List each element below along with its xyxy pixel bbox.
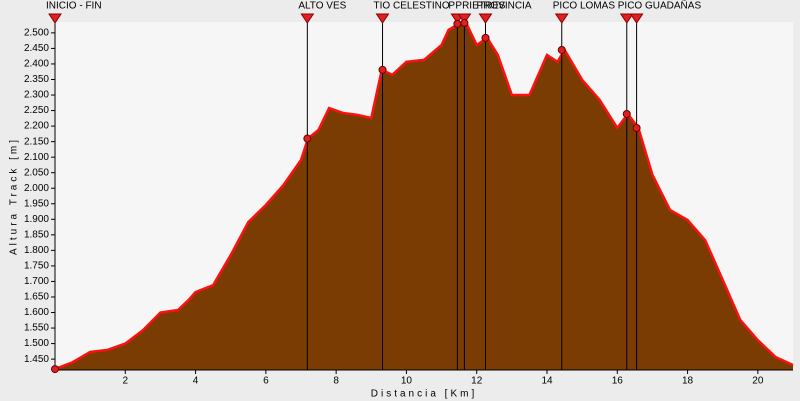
y-tick-label: 2.150 [24,136,49,147]
waypoint-marker [51,365,59,374]
waypoint-marker [453,19,462,28]
waypoint-label: PICO GUADAÑAS [618,0,702,12]
y-tick-label: 1.450 [24,354,49,365]
y-tick-label: 2.350 [24,74,49,85]
waypoint-marker [460,18,469,27]
x-tick-label: 20 [752,376,764,387]
y-tick-label: 2.500 [24,28,49,39]
y-tick-label: 1.550 [24,323,49,334]
waypoint-marker [557,45,566,54]
x-tick-label: 2 [123,376,129,387]
waypoint-label: PICO LOMAS [553,1,616,12]
area-fill [55,22,793,371]
x-tick-label: 4 [193,376,199,387]
y-tick-label: 2.100 [24,152,49,163]
waypoint-label: PRIETRES [455,1,505,12]
y-tick-label: 1.600 [24,307,49,318]
waypoint-label: PROVINCIA [477,1,532,12]
waypoint-flag [48,13,62,24]
waypoint-label: INICIO - FIN [46,1,102,12]
y-tick-label: 2.400 [24,59,49,70]
y-tick-label: 1.650 [24,292,49,303]
x-axis-label: Distancia [Km] [371,389,477,400]
y-tick-label: 1.850 [24,229,49,240]
y-tick-label: 2.000 [24,183,49,194]
y-tick-label: 1.750 [24,261,49,272]
y-tick-label: 2.050 [24,167,49,178]
waypoint-marker [378,65,387,74]
waypoint-marker [303,134,312,143]
y-tick-label: 2.200 [24,121,49,132]
waypoint-flag [619,13,634,24]
x-tick-label: 10 [401,376,413,387]
y-tick-label: 1.950 [24,198,49,209]
y-tick-label: 2.450 [24,43,49,54]
waypoint-flag [457,13,472,24]
y-tick-label: 1.800 [24,245,49,256]
waypoint-flag [478,13,493,24]
y-tick-label: 1.900 [24,214,49,225]
waypoint-label: TIO CELESTINO [374,1,450,12]
x-tick-label: 16 [612,376,624,387]
y-tick-label: 1.500 [24,338,49,349]
waypoint-label: ALTO VES [298,1,346,12]
waypoint-flag [375,13,390,24]
waypoint-flag [300,13,315,24]
waypoint-label: P [448,1,455,12]
waypoint-marker [622,109,631,118]
x-tick-label: 8 [333,376,339,387]
x-tick-label: 14 [541,376,553,387]
waypoint-flag [554,13,569,24]
y-axis-label: Altura Track [m] [9,137,20,255]
waypoint-marker [632,123,641,132]
x-tick-label: 6 [263,376,269,387]
y-tick-label: 2.250 [24,105,49,116]
profile-line [54,21,794,371]
y-tick-label: 1.700 [24,276,49,287]
y-tick-label: 2.300 [24,90,49,101]
waypoint-flag [629,13,644,24]
x-tick-label: 12 [471,376,483,387]
x-tick-label: 18 [682,376,694,387]
waypoint-marker [481,33,490,42]
